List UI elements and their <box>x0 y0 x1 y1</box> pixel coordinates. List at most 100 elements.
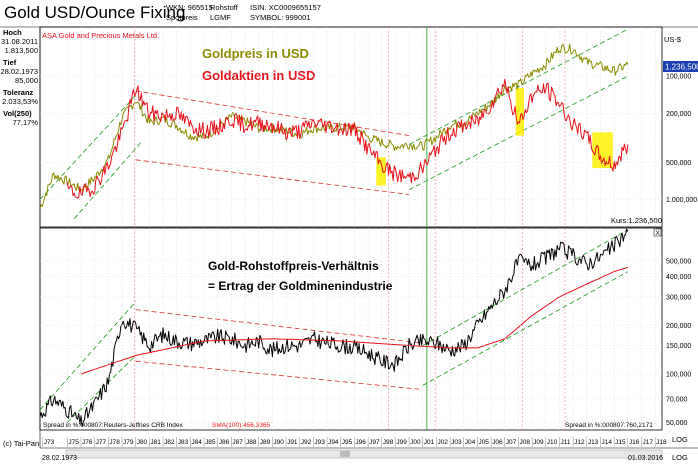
scrollbar-thumb[interactable] <box>340 451 350 457</box>
hoch-value: 1.813,500 <box>4 46 38 55</box>
x-tick-label: J15 <box>615 439 626 446</box>
y-tick-label: 300,000 <box>666 294 691 301</box>
x-tick-label: J00 <box>410 439 421 446</box>
isin-label: ISIN: XC0009655157 <box>250 3 321 12</box>
x-tick-label: J81 <box>150 439 161 446</box>
highlight-zone <box>376 157 386 186</box>
tief-label: Tief <box>3 58 17 67</box>
x-tick-label: J16 <box>629 439 640 446</box>
trend-channel <box>135 360 423 390</box>
x-tick-label: J18 <box>656 439 667 446</box>
kind-label: Spotpreis <box>166 13 198 22</box>
legend-gold: Goldpreis in USD <box>202 46 309 61</box>
x-tick-label: J89 <box>260 439 271 446</box>
series-ratio <box>39 228 629 427</box>
trend-channel <box>39 301 136 411</box>
kurs-label: Kurs:1.236,500 <box>611 216 662 225</box>
trend-channel <box>135 309 423 344</box>
x-tick-label: J78 <box>109 439 120 446</box>
tief-value: 85,000 <box>15 76 38 85</box>
spread-right: Spread in %:000807:760,2171 <box>565 422 653 429</box>
x-tick-label: J12 <box>574 439 585 446</box>
top-plot-frame <box>39 26 663 228</box>
trend-channel <box>422 229 628 346</box>
bottom-plot-frame <box>39 227 663 431</box>
x-tick-label: J80 <box>137 439 148 446</box>
symbol-label: SYMBOL: 999001 <box>250 13 311 22</box>
close-button[interactable] <box>653 228 662 237</box>
y-tick-label: 100,000 <box>666 371 691 378</box>
x-tick-label: J85 <box>205 439 216 446</box>
ratio-title-2: = Ertrag der Goldminenindustrie <box>208 279 393 293</box>
y-tick-label: 200,000 <box>666 111 691 118</box>
wkn-label: WKN: 965515 <box>166 3 213 12</box>
x-tick-label: J87 <box>232 439 243 446</box>
y-tick-label: 100,000 <box>666 74 691 81</box>
y-tick-label: 50,000 <box>666 420 688 427</box>
start-date: 28.02.1973 <box>42 455 77 462</box>
vol-value: 77,17% <box>12 118 38 127</box>
x-tick-label: J11 <box>560 439 570 446</box>
y-tick-label: 1.000,000 <box>666 197 697 204</box>
series-goldpreis <box>39 43 629 209</box>
type-label: Rohstoff <box>210 3 238 12</box>
x-tick-label: J97 <box>369 439 380 446</box>
chart-title: Gold USD/Ounce Fixing <box>4 3 186 22</box>
x-tick-label: J14 <box>601 439 612 446</box>
series-goldaktien <box>66 78 629 199</box>
x-tick-label: J05 <box>478 439 489 446</box>
x-tick-label: J96 <box>355 439 366 446</box>
x-tick-label: J13 <box>588 439 599 446</box>
tief-date: 28.02.1973 <box>0 67 38 76</box>
y-tick-label: 500,000 <box>666 160 691 167</box>
x-tick-label: J02 <box>437 439 448 446</box>
source-label: ASA Gold and Precious Metals Ltd. <box>42 31 159 40</box>
x-tick-label: J73 <box>44 439 55 446</box>
trend-channel <box>135 90 410 136</box>
x-tick-label: J17 <box>642 439 653 446</box>
y-tick-label: 500,000 <box>666 258 691 265</box>
trend-channel <box>73 140 143 219</box>
series-sma <box>80 267 628 375</box>
y-tick-label: 150,000 <box>666 343 691 350</box>
x-tick-label: J77 <box>96 439 107 446</box>
x-tick-label: J93 <box>314 439 325 446</box>
x-tick-label: J08 <box>519 439 530 446</box>
trend-channel <box>408 28 628 145</box>
x-tick-label: J09 <box>533 439 544 446</box>
x-tick-label: J01 <box>424 439 435 446</box>
end-date: 01.03.2016 <box>628 455 663 462</box>
highlight-zone <box>515 88 524 136</box>
x-tick-label: J10 <box>547 439 558 446</box>
trend-channel <box>135 159 410 195</box>
hoch-label: Hoch <box>3 28 22 37</box>
x-tick-label: J84 <box>191 439 202 446</box>
y-tick-label: 200,000 <box>666 323 691 330</box>
highlight-zone <box>592 132 613 169</box>
x-tick-label: J03 <box>451 439 462 446</box>
x-tick-label: J90 <box>273 439 284 446</box>
credit-label: (c) Tai-Pan <box>3 439 40 448</box>
y-tick-label: 400,000 <box>666 274 691 281</box>
x-tick-label: J82 <box>164 439 175 446</box>
y-tick-label: 70,000 <box>666 396 688 403</box>
time-scrollbar[interactable] <box>65 449 663 459</box>
log-label-axis: LOG <box>672 453 688 462</box>
toleranz-label: Toleranz <box>3 88 34 97</box>
price-box <box>663 61 698 72</box>
vol-label: Vol(250) <box>3 109 32 118</box>
x-tick-label: J76 <box>82 439 93 446</box>
close-icon[interactable]: X <box>656 230 661 237</box>
x-tick-label: J83 <box>178 439 189 446</box>
x-tick-label: J99 <box>396 439 407 446</box>
ratio-title-1: Gold-Rohstoffpreis-Verhältnis <box>208 259 379 273</box>
trend-channel <box>422 271 628 386</box>
x-tick-label: J79 <box>123 439 134 446</box>
x-tick-label: J07 <box>506 439 517 446</box>
x-tick-label: J91 <box>287 439 298 446</box>
toleranz-value: 2.033,53% <box>2 97 38 106</box>
log-label-bottom: LOG <box>672 435 688 444</box>
x-tick-label: J86 <box>219 439 230 446</box>
exchange-label: LGMF <box>210 13 231 22</box>
